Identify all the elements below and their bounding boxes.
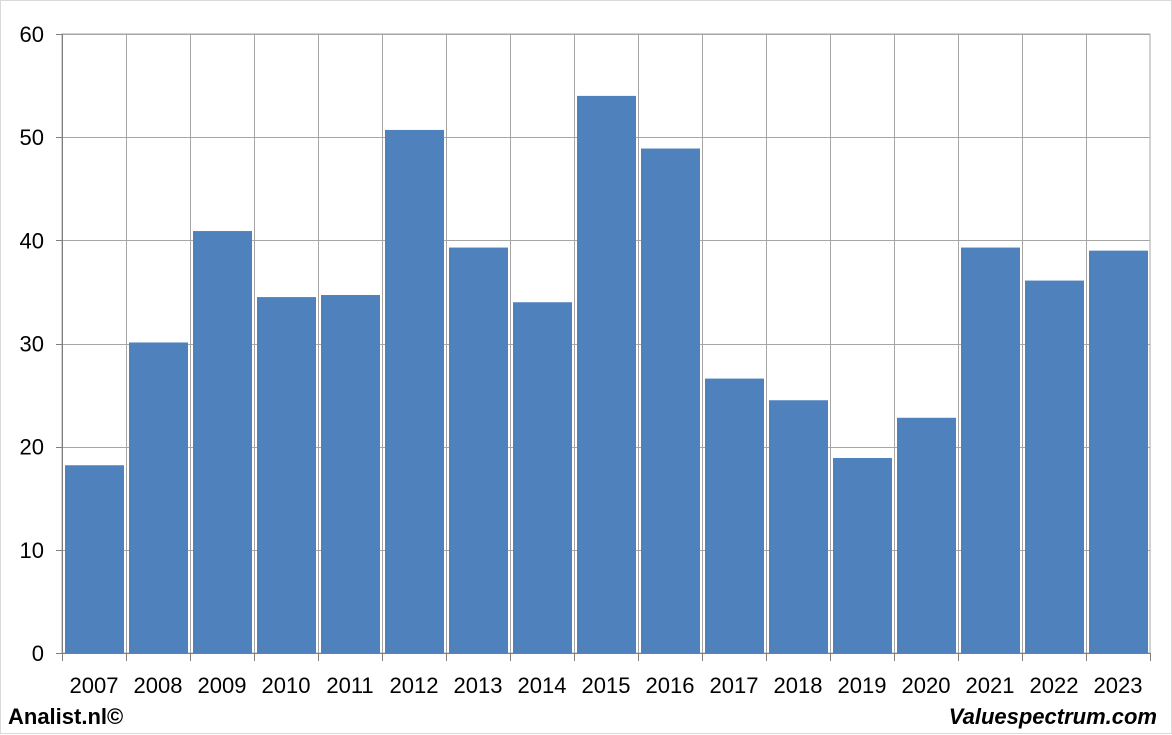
bar-2016 bbox=[641, 148, 700, 653]
x-tick-label-2015: 2015 bbox=[582, 673, 631, 698]
x-tick-label-2013: 2013 bbox=[454, 673, 503, 698]
y-tick-label-10: 10 bbox=[20, 538, 44, 563]
bar-2009 bbox=[193, 231, 252, 654]
axes bbox=[56, 34, 1151, 661]
x-tick-label-2021: 2021 bbox=[966, 673, 1015, 698]
bars bbox=[65, 95, 1148, 654]
tick-labels: 0 10 20 30 40 50 60 2007 2008 2009 2010 2011 2012 201… bbox=[20, 22, 1143, 698]
bar-2014 bbox=[513, 302, 572, 653]
y-tick-label-0: 0 bbox=[32, 641, 44, 666]
bar-2013 bbox=[449, 247, 508, 653]
x-tick-label-2011: 2011 bbox=[326, 673, 373, 698]
x-tick-label-2018: 2018 bbox=[774, 673, 823, 698]
bar-2017 bbox=[705, 378, 764, 653]
x-tick-label-2023: 2023 bbox=[1094, 673, 1143, 698]
x-tick-label-2007: 2007 bbox=[70, 673, 119, 698]
y-tick-label-20: 20 bbox=[20, 435, 44, 460]
x-tick-label-2014: 2014 bbox=[518, 673, 567, 698]
y-tick-label-50: 50 bbox=[20, 125, 44, 150]
bar-2020 bbox=[897, 417, 956, 653]
x-tick-label-2012: 2012 bbox=[390, 673, 439, 698]
bar-2019 bbox=[833, 458, 892, 653]
y-tick-label-30: 30 bbox=[20, 332, 44, 357]
bar-2008 bbox=[129, 342, 188, 653]
bar-2023 bbox=[1089, 250, 1148, 653]
bar-2011 bbox=[321, 295, 380, 653]
x-tick-label-2009: 2009 bbox=[198, 673, 247, 698]
bar-2021 bbox=[961, 247, 1020, 653]
bar-2015 bbox=[577, 95, 636, 653]
bar-2010 bbox=[257, 297, 316, 653]
y-tick-label-40: 40 bbox=[20, 228, 44, 253]
bar-2018 bbox=[769, 400, 828, 653]
x-tick-label-2022: 2022 bbox=[1030, 673, 1079, 698]
x-tick-label-2008: 2008 bbox=[134, 673, 183, 698]
bar-2022 bbox=[1025, 280, 1084, 653]
x-tick-label-2016: 2016 bbox=[646, 673, 695, 698]
bar-2012 bbox=[385, 129, 444, 653]
bar-2007 bbox=[65, 465, 124, 653]
footer-brand-left: Analist.nl© bbox=[8, 704, 124, 729]
y-tick-label-60: 60 bbox=[20, 22, 44, 47]
footer-brand-right: Valuespectrum.com bbox=[948, 704, 1157, 729]
x-tick-label-2017: 2017 bbox=[710, 673, 759, 698]
x-tick-label-2020: 2020 bbox=[902, 673, 951, 698]
x-tick-label-2010: 2010 bbox=[262, 673, 311, 698]
x-tick-label-2019: 2019 bbox=[838, 673, 887, 698]
